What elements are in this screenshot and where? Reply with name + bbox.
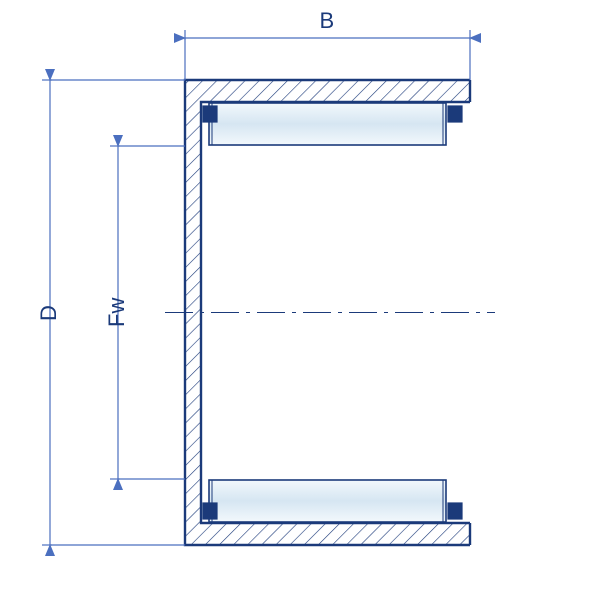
cage-block (448, 106, 462, 122)
cage-block (203, 503, 217, 519)
roller-bottom (209, 480, 446, 522)
roller-top (209, 103, 446, 145)
cage-block (203, 106, 217, 122)
diagram-svg (0, 0, 600, 600)
diagram-stage: D Fw B (0, 0, 600, 600)
dim-label-Fw: Fw (104, 297, 130, 326)
cage-block (448, 503, 462, 519)
dim-label-D: D (36, 305, 62, 321)
dim-label-B: B (320, 8, 335, 34)
